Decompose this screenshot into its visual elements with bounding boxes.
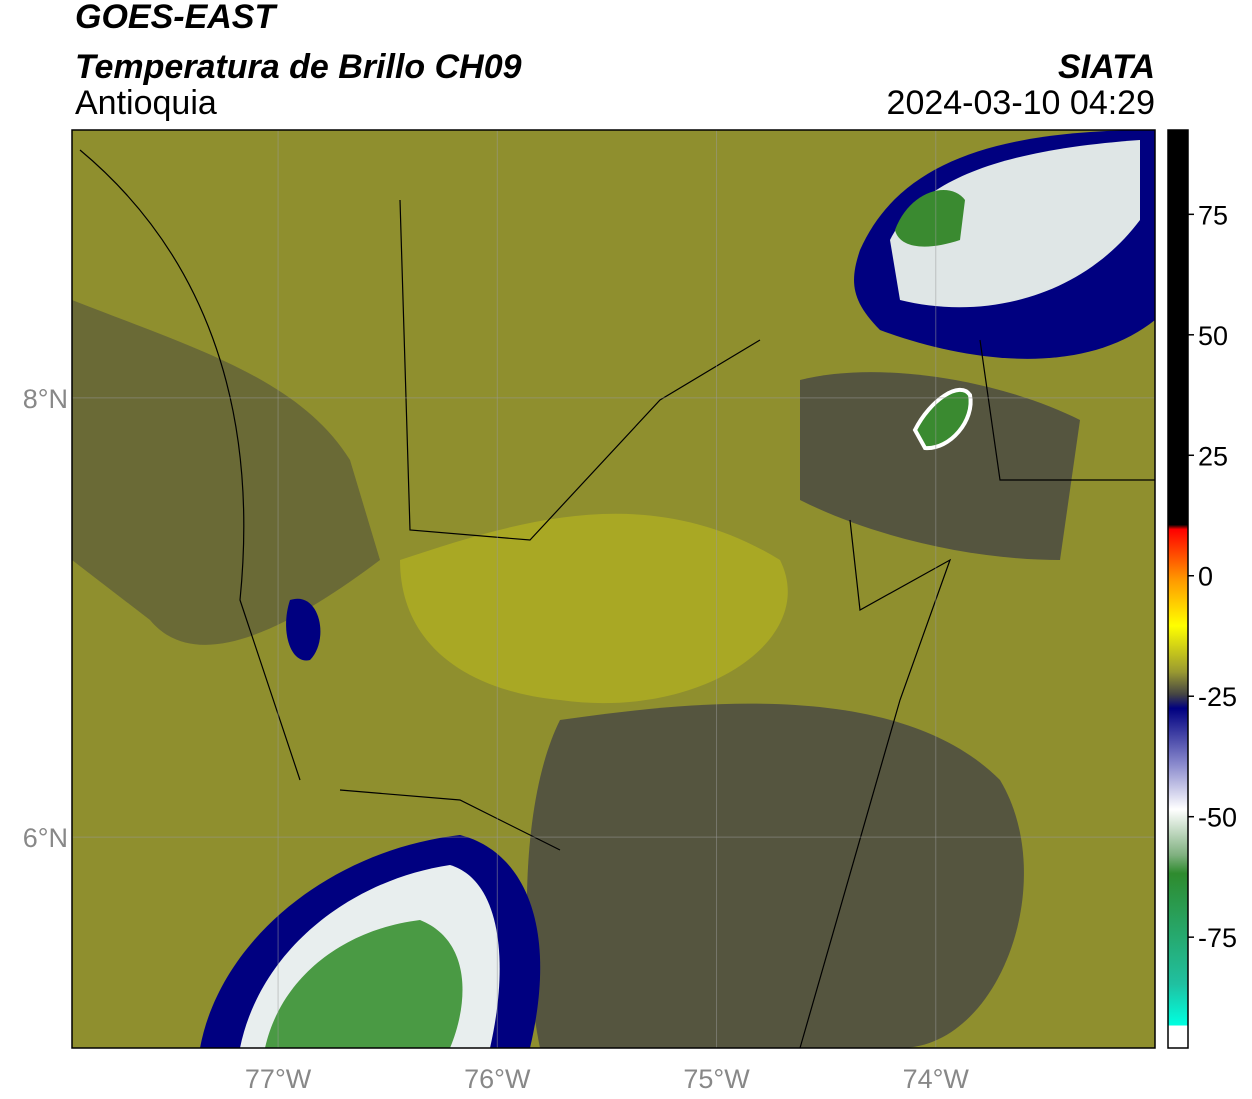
title: GOES-EAST [75, 0, 278, 36]
source: SIATA [1058, 48, 1155, 86]
cloud-core [895, 190, 965, 247]
map-field [72, 130, 1155, 1048]
colorbar-tick-label: -25 [1198, 682, 1237, 712]
lon-label: 77°W [245, 1064, 312, 1094]
cool-area [526, 703, 1024, 1048]
cool-area [800, 372, 1080, 560]
colorbar-tick-label: 25 [1198, 441, 1228, 471]
lon-label: 74°W [903, 1064, 970, 1094]
colorbar-tick-label: 0 [1198, 562, 1213, 592]
colorbar-tick-label: -75 [1198, 923, 1237, 953]
lon-label: 75°W [683, 1064, 750, 1094]
boundary [79, 149, 1155, 1048]
colorbar-tick-label: -50 [1198, 803, 1237, 833]
timestamp: 2024-03-10 04:29 [887, 84, 1155, 122]
map-frame [71, 129, 1156, 1049]
cloud [890, 140, 1140, 308]
lat-label: 6°N [23, 823, 68, 853]
subtitle: Temperatura de Brillo CH09 [75, 48, 522, 86]
region: Antioquia [75, 84, 217, 122]
cloud-core [912, 388, 973, 451]
lat-label: 8°N [23, 384, 68, 414]
cool-area [72, 300, 380, 645]
lon-label: 76°W [464, 1064, 531, 1094]
colorbar [1167, 129, 1189, 1049]
cloud-core [265, 920, 463, 1048]
colorbar-tick-label: 75 [1198, 200, 1228, 230]
colorbar-tick-label: 50 [1198, 321, 1228, 351]
cloud [286, 598, 321, 661]
